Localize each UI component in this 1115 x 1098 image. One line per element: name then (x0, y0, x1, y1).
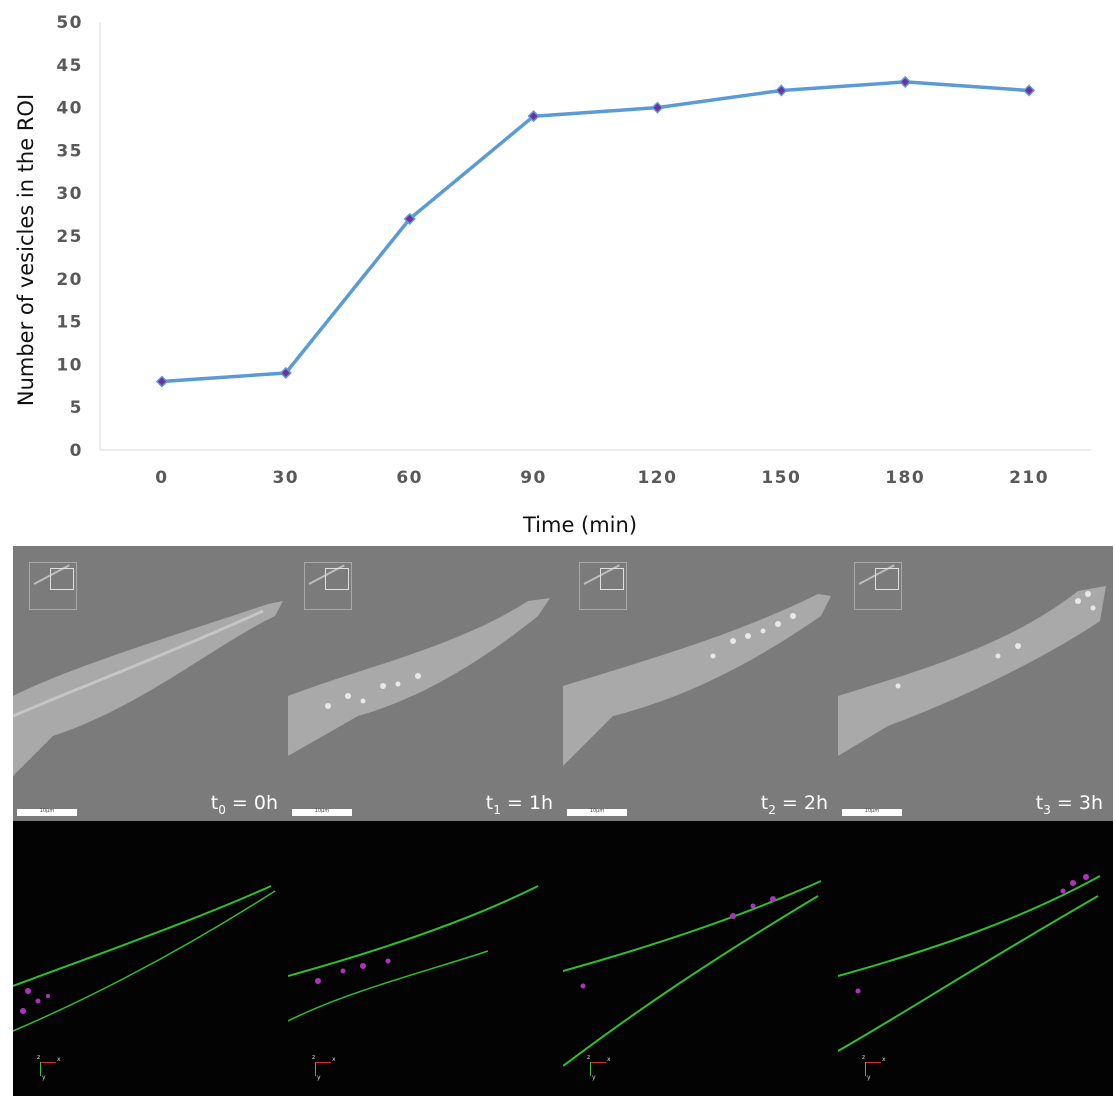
microscopy-panels: 10µm t0 = 0h 10µm t1 = 1h 10µm t2 = 2h 1… (13, 546, 1113, 1096)
fluorescence-image (838, 874, 1101, 1052)
x-tick-label: 120 (637, 468, 677, 488)
line-chart: 0 5 10 15 20 25 30 35 40 45 50 0 30 60 90 120 150 180 210… (14, 13, 1091, 537)
cell-image (563, 594, 831, 766)
data-point-marker (403, 212, 416, 225)
time-label: t3 = 3h (1035, 792, 1103, 817)
series-line (161, 80, 1030, 384)
y-tick-label: 40 (56, 99, 83, 119)
scale-bar: 10µm (567, 808, 627, 816)
overview-inset (854, 562, 902, 610)
y-tick-label: 15 (56, 313, 83, 333)
y-tick-label: 35 (56, 141, 83, 161)
data-point-marker (775, 84, 788, 97)
data-point-marker (527, 110, 540, 123)
y-tick-label: 25 (56, 227, 83, 247)
overview-inset (304, 562, 352, 610)
x-tick-label: 90 (520, 468, 547, 488)
em-panel-0: 10µm t0 = 0h (13, 546, 288, 821)
em-panel-3: 10µm t3 = 3h (838, 546, 1113, 821)
x-tick-label: 180 (885, 468, 925, 488)
scale-bar: 10µm (17, 808, 77, 816)
em-panel-1: 10µm t1 = 1h (288, 546, 563, 821)
scale-bar: 10µm (842, 808, 902, 816)
x-tick-label: 30 (272, 468, 299, 488)
data-point-marker (1023, 84, 1036, 97)
y-tick-label: 10 (56, 355, 83, 375)
fluorescence-image (13, 885, 276, 1032)
x-tick-label: 0 (155, 468, 168, 488)
cell-image (838, 586, 1106, 756)
em-panel-2: 10µm t2 = 2h (563, 546, 838, 821)
data-point-marker (155, 375, 168, 388)
y-axis-title: Number of vesicles in the ROI (14, 94, 38, 406)
y-tick-label: 0 (70, 441, 83, 461)
data-markers (155, 75, 1036, 388)
y-tick-label: 45 (56, 56, 83, 76)
fluorescence-image (563, 880, 822, 1067)
y-tick-label: 50 (56, 13, 83, 33)
y-tick-label: 5 (70, 398, 83, 418)
y-tick-label: 30 (56, 184, 83, 204)
time-label: t0 = 0h (210, 792, 278, 817)
cell-image (13, 601, 283, 776)
overview-inset (29, 562, 77, 610)
x-tick-label: 150 (761, 468, 801, 488)
overview-inset (579, 562, 627, 610)
series-polyline (161, 80, 1030, 384)
fluorescence-image (288, 885, 539, 1022)
x-axis-title: Time (min) (522, 513, 637, 537)
cell-image (288, 598, 550, 756)
data-point-marker (279, 366, 292, 380)
data-point-marker (899, 75, 912, 88)
x-tick-label: 210 (1009, 468, 1049, 488)
time-label: t1 = 1h (485, 792, 553, 817)
y-tick-label: 20 (56, 270, 83, 290)
scale-bar: 10µm (292, 808, 352, 816)
time-label: t2 = 2h (760, 792, 828, 817)
x-tick-label: 60 (396, 468, 423, 488)
y-tick-labels: 0 5 10 15 20 25 30 35 40 45 50 (56, 13, 83, 461)
x-tick-labels: 0 30 60 90 120 150 180 210 (155, 468, 1049, 488)
data-point-marker (651, 101, 664, 114)
